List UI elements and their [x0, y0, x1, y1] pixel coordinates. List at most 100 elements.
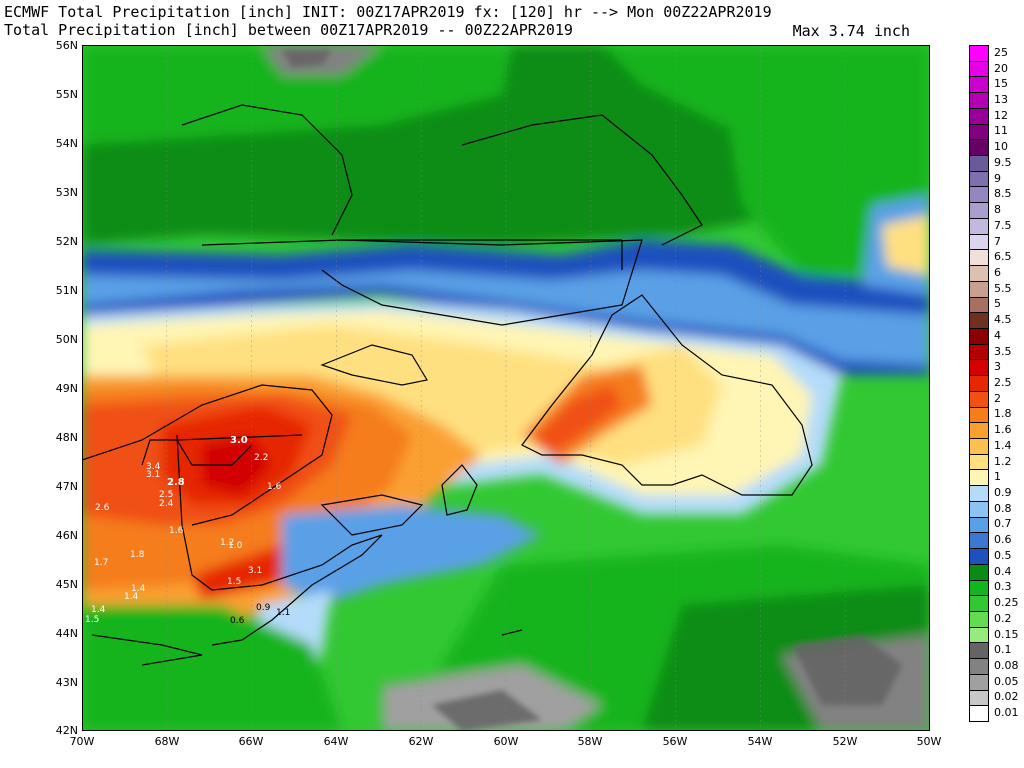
legend-swatch: [969, 249, 989, 267]
lat-label: 52N: [55, 235, 78, 248]
legend-label: 20: [994, 61, 1008, 75]
legend-label: 6: [994, 265, 1001, 279]
lat-label: 44N: [55, 627, 78, 640]
legend-label: 0.5: [994, 548, 1012, 562]
lon-label: 60W: [493, 735, 519, 748]
legend-swatch: [969, 296, 989, 314]
legend-swatch: [969, 673, 989, 691]
legend-swatch: [969, 563, 989, 581]
max-value-label: Max 3.74 inch: [792, 22, 910, 40]
legend-swatch: [969, 280, 989, 298]
legend-swatch: [969, 689, 989, 707]
legend-swatch: [969, 453, 989, 471]
legend-label: 9.5: [994, 155, 1012, 169]
station-value: 3.4: [146, 462, 161, 472]
legend-swatch: [969, 343, 989, 361]
lat-label: 43N: [55, 676, 78, 689]
legend-swatch: [969, 469, 989, 487]
legend-label: 5: [994, 297, 1001, 311]
legend-label: 0.6: [994, 533, 1012, 547]
legend-label: 0.25: [994, 596, 1019, 610]
legend-swatch: [969, 76, 989, 94]
station-value: 1.7: [94, 558, 108, 568]
legend-label: 2.5: [994, 376, 1012, 389]
legend-swatch: [969, 390, 989, 408]
legend-label: 9: [994, 171, 1001, 185]
legend-label: 1.4: [994, 438, 1012, 452]
station-value: 1.5: [227, 577, 241, 587]
legend-label: 3: [994, 360, 1001, 374]
legend-label: 4: [994, 328, 1001, 342]
legend-label: 0.9: [994, 486, 1012, 500]
lon-label: 50W: [916, 735, 942, 748]
legend-swatch: [969, 186, 989, 204]
lat-label: 53N: [55, 186, 78, 199]
legend-label: 0.1: [994, 643, 1012, 657]
legend-swatch: [969, 312, 989, 329]
legend-swatch: [969, 500, 989, 518]
legend-swatch: [969, 265, 989, 282]
legend-swatch: [969, 595, 989, 612]
station-value: 2.2: [254, 453, 268, 463]
legend-swatch: [969, 658, 989, 675]
legend-label: 0.7: [994, 517, 1012, 531]
station-value: 1.4: [91, 605, 106, 615]
legend-label: 0.2: [994, 611, 1012, 625]
legend-label: 25: [994, 45, 1008, 59]
station-value: 2.4: [159, 499, 174, 509]
legend-swatch: [969, 139, 989, 157]
legend-swatch: [969, 532, 989, 550]
legend-label: 0.4: [994, 564, 1012, 578]
legend-swatch: [969, 406, 989, 424]
lat-label: 54N: [55, 137, 78, 150]
lat-label: 47N: [55, 480, 78, 493]
legend-swatch: [969, 92, 989, 109]
legend-label: 13: [994, 93, 1008, 107]
station-value: 1.5: [85, 615, 99, 625]
legend-swatch: [969, 123, 989, 141]
station-value: 3.0: [230, 435, 248, 446]
lat-label: 45N: [55, 578, 78, 591]
station-value: 2.6: [95, 503, 110, 513]
legend-swatch: [969, 548, 989, 565]
station-value: 3.1: [146, 470, 160, 480]
legend-swatch: [969, 327, 989, 345]
legend-swatch: [969, 485, 989, 502]
legend-label: 0.08: [994, 658, 1019, 672]
legend-label: 0.01: [994, 706, 1019, 720]
station-value: 2.5: [159, 490, 173, 500]
legend-label: 0.8: [994, 501, 1012, 515]
lat-label: 42N: [55, 724, 78, 737]
chart-title: ECMWF Total Precipitation [inch] INIT: 0…: [4, 3, 772, 21]
lon-label: 58W: [577, 735, 603, 748]
legend-swatch: [969, 705, 989, 722]
chart-subtitle: Total Precipitation [inch] between 00Z17…: [4, 21, 573, 39]
legend-swatch: [969, 516, 989, 534]
grid-lines: [166, 45, 846, 731]
legend-label: 8.5: [994, 187, 1012, 201]
station-value: 1.8: [130, 550, 145, 560]
legend-swatch: [969, 45, 989, 62]
station-value: 1.1: [276, 608, 290, 618]
lat-label: 56N: [55, 39, 78, 52]
legend-swatch: [969, 359, 989, 377]
lat-label: 48N: [55, 431, 78, 444]
legend-label: 8: [994, 203, 1001, 217]
station-labels: 3.0 2.2 3.4 3.1 2.8 2.5 2.4 1.6 2.6 1.6 …: [85, 435, 290, 626]
legend-swatch: [969, 438, 989, 455]
legend-label: 0.15: [994, 627, 1019, 641]
legend-label: 11: [994, 124, 1008, 138]
legend-swatch: [969, 375, 989, 392]
legend-label: 6.5: [994, 250, 1012, 264]
station-value: 0.9: [256, 603, 271, 613]
lon-label: 56W: [662, 735, 688, 748]
lat-label: 50N: [55, 333, 78, 346]
legend-swatch: [969, 155, 989, 172]
legend-swatch: [969, 170, 989, 188]
station-value: 1.4: [131, 584, 146, 594]
station-value: 1.6: [169, 526, 184, 536]
legend-label: 2: [994, 391, 1001, 405]
lon-label: 62W: [408, 735, 434, 748]
lon-label: 70W: [69, 735, 95, 748]
legend-label: 1: [994, 470, 1001, 484]
